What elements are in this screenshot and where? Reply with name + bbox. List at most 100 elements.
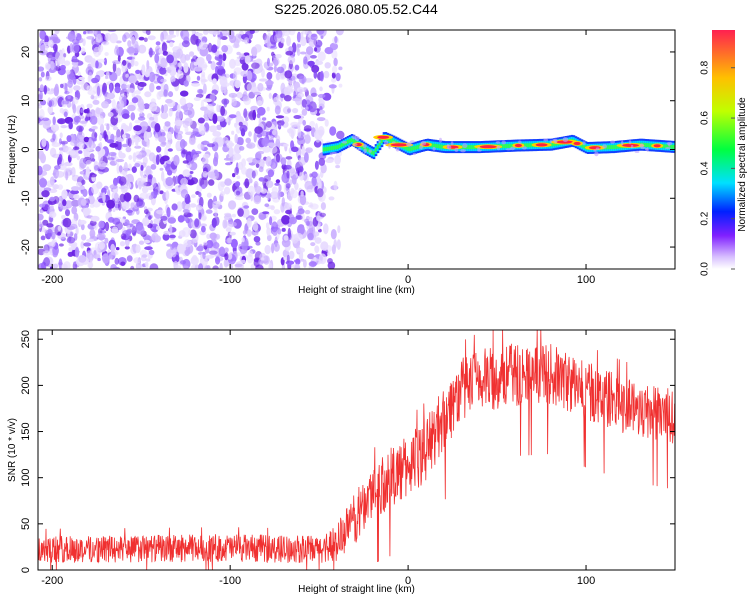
noise-speckle xyxy=(51,240,56,247)
noise-speckle xyxy=(254,69,261,74)
signal-speckle xyxy=(510,146,516,151)
noise-speckle xyxy=(165,98,173,104)
noise-speckle xyxy=(215,256,221,265)
noise-speckle xyxy=(287,55,296,65)
noise-speckle xyxy=(135,138,139,147)
noise-speckle xyxy=(133,194,140,203)
noise-speckle xyxy=(225,162,232,166)
noise-speckle xyxy=(78,150,83,154)
noise-speckle xyxy=(243,108,248,119)
signal-core xyxy=(666,144,670,149)
noise-speckle xyxy=(166,131,173,141)
noise-speckle xyxy=(90,215,100,222)
colorbar-label: Normalized spectral amplitude xyxy=(737,97,748,232)
noise-speckle xyxy=(326,251,331,256)
noise-speckle xyxy=(177,215,185,223)
noise-speckle xyxy=(159,156,165,165)
noise-speckle xyxy=(163,104,169,113)
noise-speckle xyxy=(327,258,333,264)
y-tick-label: -20 xyxy=(20,239,32,255)
noise-speckle xyxy=(277,228,282,235)
noise-speckle xyxy=(320,35,324,39)
noise-speckle xyxy=(86,103,93,109)
signal-peak xyxy=(535,143,548,147)
noise-speckle xyxy=(198,89,203,94)
noise-speckle xyxy=(94,161,99,166)
noise-speckle xyxy=(281,238,291,248)
noise-speckle xyxy=(118,165,123,173)
noise-speckle xyxy=(59,132,63,139)
noise-speckle xyxy=(213,201,222,204)
noise-speckle xyxy=(46,90,55,95)
noise-speckle xyxy=(123,81,128,85)
noise-speckle xyxy=(88,57,94,64)
noise-speckle xyxy=(189,51,195,57)
noise-speckle xyxy=(224,213,232,218)
noise-speckle xyxy=(167,169,173,176)
noise-speckle xyxy=(274,182,280,186)
noise-speckle xyxy=(138,240,145,245)
noise-speckle xyxy=(282,116,290,124)
noise-speckle xyxy=(241,237,245,243)
signal-speckle xyxy=(419,145,423,150)
noise-speckle xyxy=(224,178,232,186)
noise-speckle xyxy=(104,52,109,56)
signal-core xyxy=(648,143,652,148)
noise-speckle xyxy=(115,103,123,114)
noise-speckle xyxy=(243,52,250,56)
noise-speckle xyxy=(74,247,80,258)
signal-speckle xyxy=(634,150,640,153)
signal-speckle xyxy=(384,140,389,145)
noise-speckle xyxy=(38,213,44,221)
noise-speckle xyxy=(231,98,237,107)
signal-core xyxy=(580,143,584,148)
noise-speckle xyxy=(201,216,207,221)
noise-speckle xyxy=(211,44,218,53)
noise-speckle xyxy=(198,191,202,198)
noise-speckle xyxy=(191,30,196,34)
noise-speckle xyxy=(45,75,52,82)
noise-speckle xyxy=(167,91,174,98)
noise-speckle xyxy=(148,249,155,256)
signal-band xyxy=(322,132,675,160)
noise-speckle xyxy=(247,245,253,249)
noise-speckle xyxy=(39,223,45,228)
noise-speckle xyxy=(208,179,215,186)
noise-speckle xyxy=(164,146,169,158)
noise-speckle xyxy=(98,241,106,250)
signal-core xyxy=(338,144,342,149)
noise-speckle xyxy=(281,197,285,207)
noise-speckle xyxy=(83,136,90,143)
noise-speckle xyxy=(149,47,153,58)
noise-speckle xyxy=(111,99,116,109)
noise-speckle xyxy=(309,216,313,221)
noise-speckle xyxy=(320,202,326,211)
noise-speckle xyxy=(54,165,61,170)
signal-core xyxy=(644,143,648,147)
noise-speckle xyxy=(248,178,253,184)
noise-speckle xyxy=(331,49,338,60)
noise-speckle xyxy=(65,209,70,217)
noise-speckle xyxy=(310,55,317,59)
noise-speckle xyxy=(316,188,324,198)
signal-speckle xyxy=(446,143,450,149)
noise-speckle xyxy=(256,45,262,53)
noise-speckle xyxy=(135,69,141,74)
noise-speckle xyxy=(261,117,267,121)
noise-speckle xyxy=(47,105,54,115)
noise-speckle xyxy=(247,158,253,164)
noise-speckle xyxy=(275,135,281,143)
noise-speckle xyxy=(182,265,189,269)
noise-speckle xyxy=(250,105,259,112)
signal-speckle xyxy=(501,140,506,145)
noise-speckle xyxy=(278,123,282,128)
noise-speckle xyxy=(134,40,139,52)
noise-speckle xyxy=(98,134,103,142)
noise-speckle xyxy=(147,174,153,180)
signal-speckle xyxy=(582,141,586,146)
noise-speckle xyxy=(314,47,318,52)
noise-speckle xyxy=(125,230,132,236)
noise-speckle xyxy=(154,53,160,64)
noise-speckle xyxy=(271,221,278,233)
